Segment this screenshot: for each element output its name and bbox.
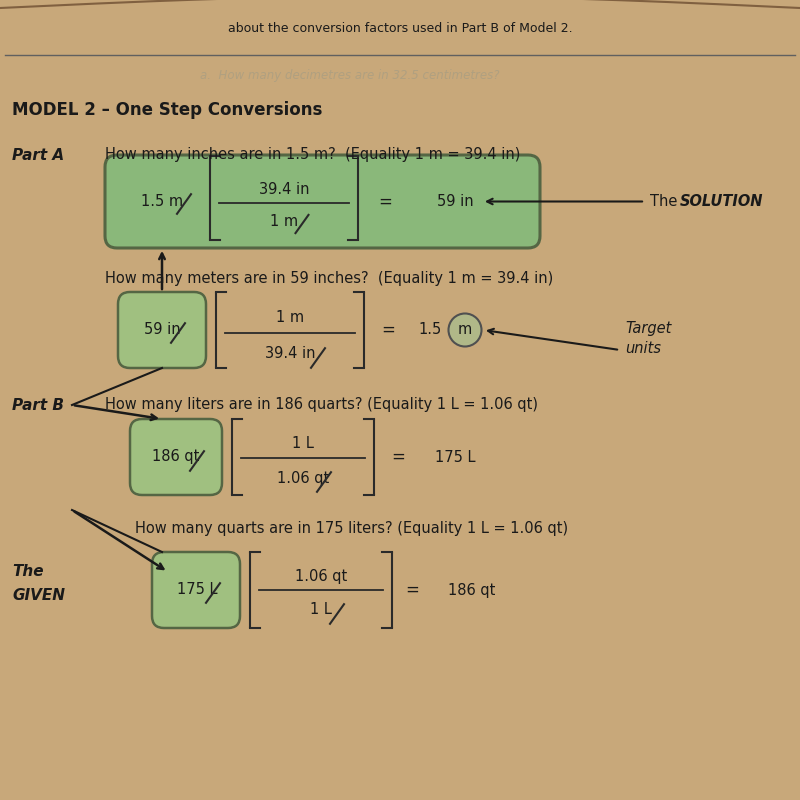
Text: Part A: Part A xyxy=(12,147,64,162)
Text: Target: Target xyxy=(625,321,671,335)
Text: m: m xyxy=(458,322,472,338)
FancyBboxPatch shape xyxy=(130,419,222,495)
Text: 39.4 in: 39.4 in xyxy=(265,346,315,362)
Text: 186 qt: 186 qt xyxy=(152,450,200,465)
Text: The: The xyxy=(12,565,44,579)
Text: 59 in: 59 in xyxy=(437,194,474,209)
Text: units: units xyxy=(625,341,661,355)
Text: 1.5 m: 1.5 m xyxy=(141,194,183,209)
FancyBboxPatch shape xyxy=(105,155,540,248)
Text: How many inches are in 1.5 m?  (Equality 1 m = 39.4 in): How many inches are in 1.5 m? (Equality … xyxy=(105,147,520,162)
Text: 1.5: 1.5 xyxy=(418,322,442,338)
Text: GIVEN: GIVEN xyxy=(12,587,65,602)
Text: How many quarts are in 175 liters? (Equality 1 L = 1.06 qt): How many quarts are in 175 liters? (Equa… xyxy=(135,521,568,535)
Text: Part B: Part B xyxy=(12,398,64,413)
Text: 1 L: 1 L xyxy=(292,435,314,450)
Text: =: = xyxy=(381,321,395,339)
Text: The: The xyxy=(650,194,682,209)
Text: a.  How many decimetres are in 32.5 centimetres?: a. How many decimetres are in 32.5 centi… xyxy=(200,70,500,82)
Text: SOLUTION: SOLUTION xyxy=(680,194,763,209)
Text: 39.4 in: 39.4 in xyxy=(258,182,310,198)
Text: 186 qt: 186 qt xyxy=(448,582,496,598)
Text: 1 L: 1 L xyxy=(310,602,332,618)
Text: 1 m: 1 m xyxy=(270,214,298,230)
Text: How many meters are in 59 inches?  (Equality 1 m = 39.4 in): How many meters are in 59 inches? (Equal… xyxy=(105,270,554,286)
FancyBboxPatch shape xyxy=(118,292,206,368)
Text: 1.06 qt: 1.06 qt xyxy=(295,569,347,583)
Text: 175 L: 175 L xyxy=(177,582,218,598)
Text: How many liters are in 186 quarts? (Equality 1 L = 1.06 qt): How many liters are in 186 quarts? (Equa… xyxy=(105,398,538,413)
FancyBboxPatch shape xyxy=(152,552,240,628)
Text: =: = xyxy=(391,448,405,466)
Text: 59 in: 59 in xyxy=(144,322,180,338)
Text: 175 L: 175 L xyxy=(434,450,475,465)
Circle shape xyxy=(449,314,482,346)
Text: =: = xyxy=(378,193,392,210)
Text: =: = xyxy=(405,581,419,599)
Text: 1 m: 1 m xyxy=(276,310,304,326)
Text: MODEL 2 – One Step Conversions: MODEL 2 – One Step Conversions xyxy=(12,101,322,119)
Text: 1.06 qt: 1.06 qt xyxy=(277,470,329,486)
Text: about the conversion factors used in Part B of Model 2.: about the conversion factors used in Par… xyxy=(228,22,572,34)
